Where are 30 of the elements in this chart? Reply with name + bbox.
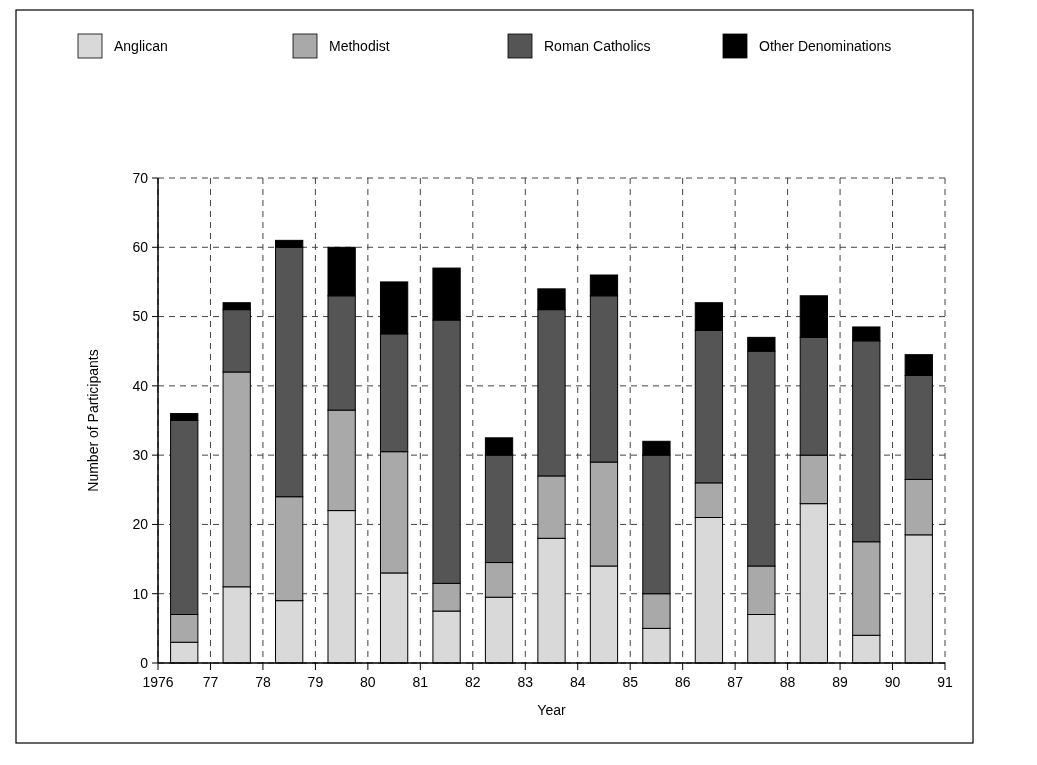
- x-tick-label: 82: [465, 674, 481, 690]
- x-axis-title: Year: [537, 702, 566, 718]
- y-tick-label: 50: [132, 308, 149, 325]
- x-tick-label: 86: [674, 674, 691, 690]
- x-tick-label: 81: [412, 674, 429, 690]
- x-tick-label: 84: [569, 674, 586, 690]
- x-tick-label: 85: [622, 674, 639, 690]
- x-tick-label: 77: [202, 674, 219, 690]
- x-tick-label: 78: [255, 674, 271, 690]
- x-tick-label: 80: [360, 674, 376, 690]
- x-tick-label: 87: [727, 674, 744, 690]
- x-tick-label: 83: [517, 674, 534, 690]
- x-tick-label: 90: [884, 674, 901, 690]
- y-tick-label: 60: [132, 239, 149, 256]
- x-tick-label: 89: [832, 674, 849, 690]
- x-tick-label: 79: [307, 674, 324, 690]
- x-tick-label: 91: [937, 674, 953, 690]
- legend-label: Anglican: [114, 37, 168, 54]
- y-tick-label: 70: [132, 169, 149, 186]
- legend-label: Methodist: [329, 37, 390, 54]
- y-axis-title: Number of Participants: [85, 349, 101, 492]
- x-tick-label: 1976: [142, 674, 174, 690]
- y-tick-label: 40: [132, 377, 149, 394]
- y-tick-label: 20: [132, 516, 149, 533]
- legend-label: Roman Catholics: [544, 37, 651, 54]
- y-tick-label: 10: [132, 585, 149, 602]
- x-tick-label: 88: [779, 674, 796, 690]
- y-tick-label: 0: [140, 654, 149, 671]
- legend-label: Other Denominations: [759, 37, 892, 54]
- y-tick-label: 30: [132, 447, 149, 464]
